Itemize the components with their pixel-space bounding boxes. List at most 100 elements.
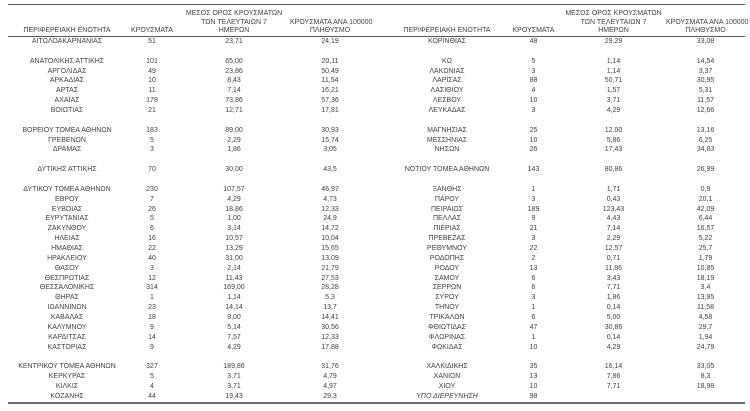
region-cell: ΦΘΙΩΤΙΔΑΣ [427,323,467,331]
avg7-cell: 2,29 [606,235,621,243]
cases-cell: 3 [150,146,154,154]
table-row: ΚΟΖΑΝΗΣ 44 19,43 29,3 ΥΠΟ ΔΙΕΡΕΥΝΗΣΗ 98 [8,392,745,402]
cases-cell: 51 [148,38,156,45]
per100k-cell: 30,56 [321,323,339,331]
header-avg7-left-line3: ΗΜΕΡΩΝ [218,26,250,34]
table-row: ΑΡΚΑΔΙΑΣ 10 8,43 11,54 ΛΑΡΙΣΑΣ 88 50,71 30,95 [8,76,745,86]
avg7-cell: 12,57 [604,245,623,253]
per100k-cell: 33,05 [696,363,715,371]
avg7-cell: 80,86 [604,166,623,174]
cases-cell: 189 [527,205,540,213]
table-row: ΚΑΛΥΜΝΟΥ 9 5,14 30,56 ΦΘΙΩΤΙΔΑΣ 47 30,86 29,7 [8,323,745,333]
avg7-cell: 30,86 [604,323,623,331]
table-row: ΗΡΑΚΛΕΙΟΥ 40 31,00 13,09 ΡΟΔΟΠΗΣ 2 0,71 1,79 [8,254,745,264]
table-row: ΚΑΒΑΛΑΣ 18 9,00 14,41 ΤΡΙΚΑΛΩΝ 6 5,00 4,58 [8,313,745,323]
per100k-cell: 6,25 [698,136,713,144]
per100k-cell: 29,7 [698,323,713,331]
per100k-cell: 20,11 [321,57,339,65]
region-cell: ΜΑΓΝΗΣΙΑΣ [427,126,467,134]
cases-cell: 9 [150,323,154,331]
header-per100k-right-line2: ΠΛΗΘΥΣΜΟ [685,26,726,34]
region-cell: ΗΡΑΚΛΕΙΟΥ [47,254,87,262]
cases-cell: 6 [531,274,536,282]
per100k-cell: 24,79 [696,343,715,351]
avg7-cell: 18,86 [225,205,243,213]
region-cell: ΠΕΙΡΑΙΩΣ [431,205,463,213]
avg7-cell: 5,86 [606,136,621,144]
avg7-cell: 1,14 [227,294,241,302]
per100k-cell: 29,3 [323,392,337,400]
avg7-cell: 7,14 [606,225,621,233]
cases-cell: 3 [531,195,536,203]
per100k-cell: 1,79 [698,254,713,262]
per100k-cell: 34,83 [696,146,715,154]
table-row: ΘΑΣΟΥ 3 2,14 21,79 ΡΟΔΟΥ 13 11,86 10,85 [8,264,745,274]
region-cell: ΛΕΣΒΟΥ [432,97,462,105]
table-row: ΑΡΤΑΣ 11 7,14 16,21 ΛΑΣΙΘΙΟΥ 4 1,57 5,31 [8,86,745,96]
region-cell: ΧΙΟΥ [438,383,456,391]
region-cell: ΝΟΤΙΟΥ ΤΟΜΕΑ ΑΘΗΝΩΝ [404,166,490,174]
per100k-cell: 16,21 [321,87,339,95]
spacer-row [8,155,745,165]
avg7-cell: 23,71 [225,38,243,45]
table-row: ΒΟΡΕΙΟΥ ΤΟΜΕΑ ΑΘΗΝΩΝ 183 89,00 30,93 ΜΑΓΝΗΣΙ… [8,126,745,136]
region-cell: ΛΕΥΚΑΔΑΣ [428,107,466,115]
cases-cell: 21 [148,107,156,115]
region-cell: ΚΕΡΚΥΡΑΣ [48,373,86,381]
cases-cell: 3 [531,107,536,115]
cases-cell: 143 [527,166,540,174]
per100k-cell: 14,54 [696,57,715,65]
region-cell: ΑΧΑΪΑΣ [54,97,80,105]
per100k-cell: 16,57 [696,225,715,233]
regional-cases-table: ΠΕΡΙΦΕΡΕΙΑΚΗ ΕΝΟΤΗΤΑ ΚΡΟΥΣΜΑΤΑ ΜΕΣΟΣ ΟΡΟ… [8,4,748,405]
per100k-cell: 12,66 [696,107,715,115]
region-cell: ΛΑΚΩΝΙΑΣ [429,67,465,75]
region-cell: ΘΗΡΑΣ [55,294,79,302]
header-region-left: ΠΕΡΙΦΕΡΕΙΑΚΗ ΕΝΟΤΗΤΑ [8,27,126,36]
cases-cell: 314 [146,284,158,292]
per100k-cell: 24,9 [323,215,337,223]
cases-cell: 22 [148,245,156,253]
per100k-cell: 15,65 [321,245,339,253]
per100k-cell: 42,09 [696,205,715,213]
header-cases-right: ΚΡΟΥΣΜΑΤΑ [506,27,561,36]
table-row: ΚΑΡΔΙΤΣΑΣ 14 7,57 12,33 ΦΛΩΡΙΝΑΣ 1 0,14 1,94 [8,333,745,343]
cases-cell: 6 [531,284,536,292]
avg7-cell: 0,43 [606,195,621,203]
table-row: ΗΛΕΙΑΣ 16 10,57 10,04 ΠΡΕΒΕΖΑΣ 3 2,29 5,22 [8,234,745,244]
avg7-cell: 1,00 [227,215,241,223]
region-cell: ΘΑΣΟΥ [54,264,80,272]
cases-cell: 4 [531,87,536,95]
avg7-cell: 1,86 [606,294,621,302]
avg7-cell: 189,86 [223,363,245,371]
region-cell: ΑΡΚΑΔΙΑΣ [49,77,85,85]
cases-cell: 13 [529,264,538,272]
header-avg7-right: ΜΕΣΟΣ ΟΡΟΣ ΚΡΟΥΣΜΑΤΩΝ ΤΩΝ ΤΕΛΕΥΤΑΙΩΝ 7 Η… [561,10,666,36]
region-cell: ΝΗΣΩΝ [434,146,460,154]
cases-cell: 23 [148,304,156,312]
table-row: ΘΕΣΣΑΛΟΝΙΚΗΣ 314 169,00 28,28 ΣΕΡΡΩΝ 6 7,71 3,4 [8,283,745,293]
avg7-cell: 23,86 [225,67,243,75]
cases-cell: 35 [529,363,538,371]
table-bottom-border [8,402,745,405]
cases-cell: 26 [529,146,538,154]
region-cell: ΦΩΚΙΔΑΣ [431,343,463,351]
table-row: ΕΒΡΟΥ 7 4,29 4,73 ΠΑΡΟΥ 3 0,43 20,1 [8,195,745,205]
cases-cell: 6 [150,225,154,233]
avg7-cell: 3,43 [606,274,621,282]
avg7-cell: 7,14 [227,87,241,95]
table-row: ΚΕΝΤΡΙΚΟΥ ΤΟΜΕΑ ΑΘΗΝΩΝ 327 189,86 31,76 ΧΑΛΚ… [8,362,745,372]
header-cases-left: ΚΡΟΥΣΜΑΤΑ [126,27,178,36]
avg7-cell: 9,00 [227,314,241,322]
per100k-cell: 3,05 [323,146,337,154]
spacer-row [8,175,745,185]
avg7-cell: 8,43 [227,77,241,85]
cases-cell: 3 [531,235,536,243]
header-per100k-left-line2: ΠΛΗΘΥΣΜΟ [309,26,351,34]
avg7-cell: 2,14 [227,264,241,272]
per100k-cell: 11,57 [697,97,714,105]
region-cell: ΘΕΣΠΡΩΤΙΑΣ [44,274,90,282]
region-cell: ΑΝΑΤΟΛΙΚΗΣ ΑΤΤΙΚΗΣ [29,57,105,65]
cases-cell: 9 [531,215,536,223]
avg7-cell: 17,43 [604,146,623,154]
